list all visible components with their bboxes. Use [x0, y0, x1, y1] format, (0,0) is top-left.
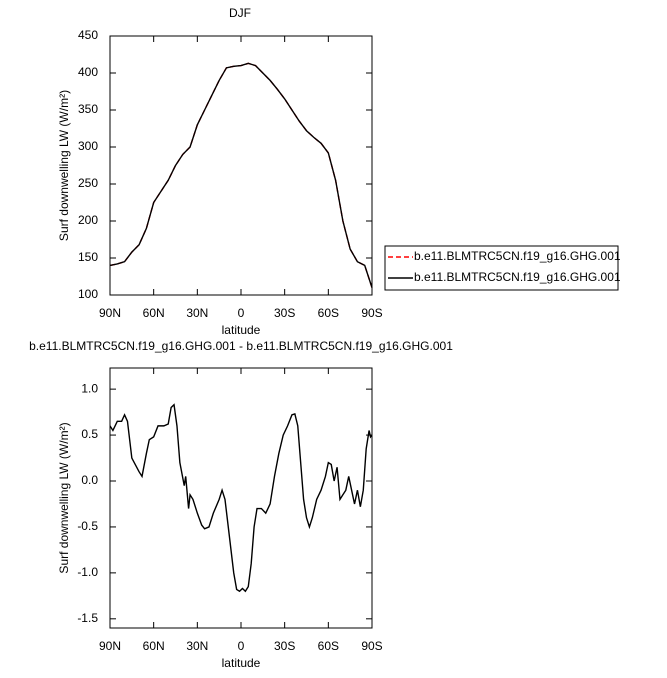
y-tick-label: -1.0 [77, 565, 98, 579]
x-tick-label: 30S [274, 306, 295, 320]
legend-label: b.e11.BLMTRC5CN.f19_g16.GHG.001 [414, 249, 621, 263]
y-tick-label: 1.0 [81, 381, 98, 395]
x-tick-label: 30S [274, 639, 295, 653]
legend-label: b.e11.BLMTRC5CN.f19_g16.GHG.001 [414, 270, 621, 284]
x-tick-label: 90S [361, 639, 382, 653]
y-tick-label: 400 [78, 65, 98, 79]
x-axis-label: latitude [222, 323, 261, 337]
x-axis-label: latitude [222, 656, 261, 670]
data-line [109, 62, 373, 288]
y-tick-label: 350 [78, 102, 98, 116]
x-tick-label: 90N [99, 306, 121, 320]
y-tick-label: -0.5 [77, 519, 98, 533]
data-line [109, 62, 373, 288]
chart-title: DJF [229, 6, 251, 20]
y-axis-label: Surf downwelling LW (W/m²) [57, 422, 71, 573]
x-tick-label: 60N [143, 639, 165, 653]
x-tick-label: 30N [186, 639, 208, 653]
x-tick-label: 30N [186, 306, 208, 320]
y-axis-label: Surf downwelling LW (W/m²) [57, 90, 71, 241]
x-tick-label: 90N [99, 639, 121, 653]
y-tick-label: 0.5 [81, 427, 98, 441]
x-tick-label: 60S [318, 639, 339, 653]
plot-frame [109, 35, 373, 296]
x-tick-label: 0 [238, 306, 245, 320]
y-tick-label: 250 [78, 176, 98, 190]
y-tick-label: 300 [78, 139, 98, 153]
x-tick-label: 0 [238, 639, 245, 653]
y-tick-label: 450 [78, 28, 98, 42]
y-tick-label: 0.0 [81, 473, 98, 487]
y-tick-label: 200 [78, 213, 98, 227]
data-line [109, 403, 373, 593]
y-tick-label: 150 [78, 250, 98, 264]
x-tick-label: 60S [318, 306, 339, 320]
legend-box [384, 245, 619, 291]
x-tick-label: 90S [361, 306, 382, 320]
y-tick-label: 100 [78, 287, 98, 301]
y-tick-label: -1.5 [77, 611, 98, 625]
chart-title: b.e11.BLMTRC5CN.f19_g16.GHG.001 - b.e11.… [29, 339, 453, 353]
x-tick-label: 60N [143, 306, 165, 320]
plot-frame [109, 367, 373, 629]
